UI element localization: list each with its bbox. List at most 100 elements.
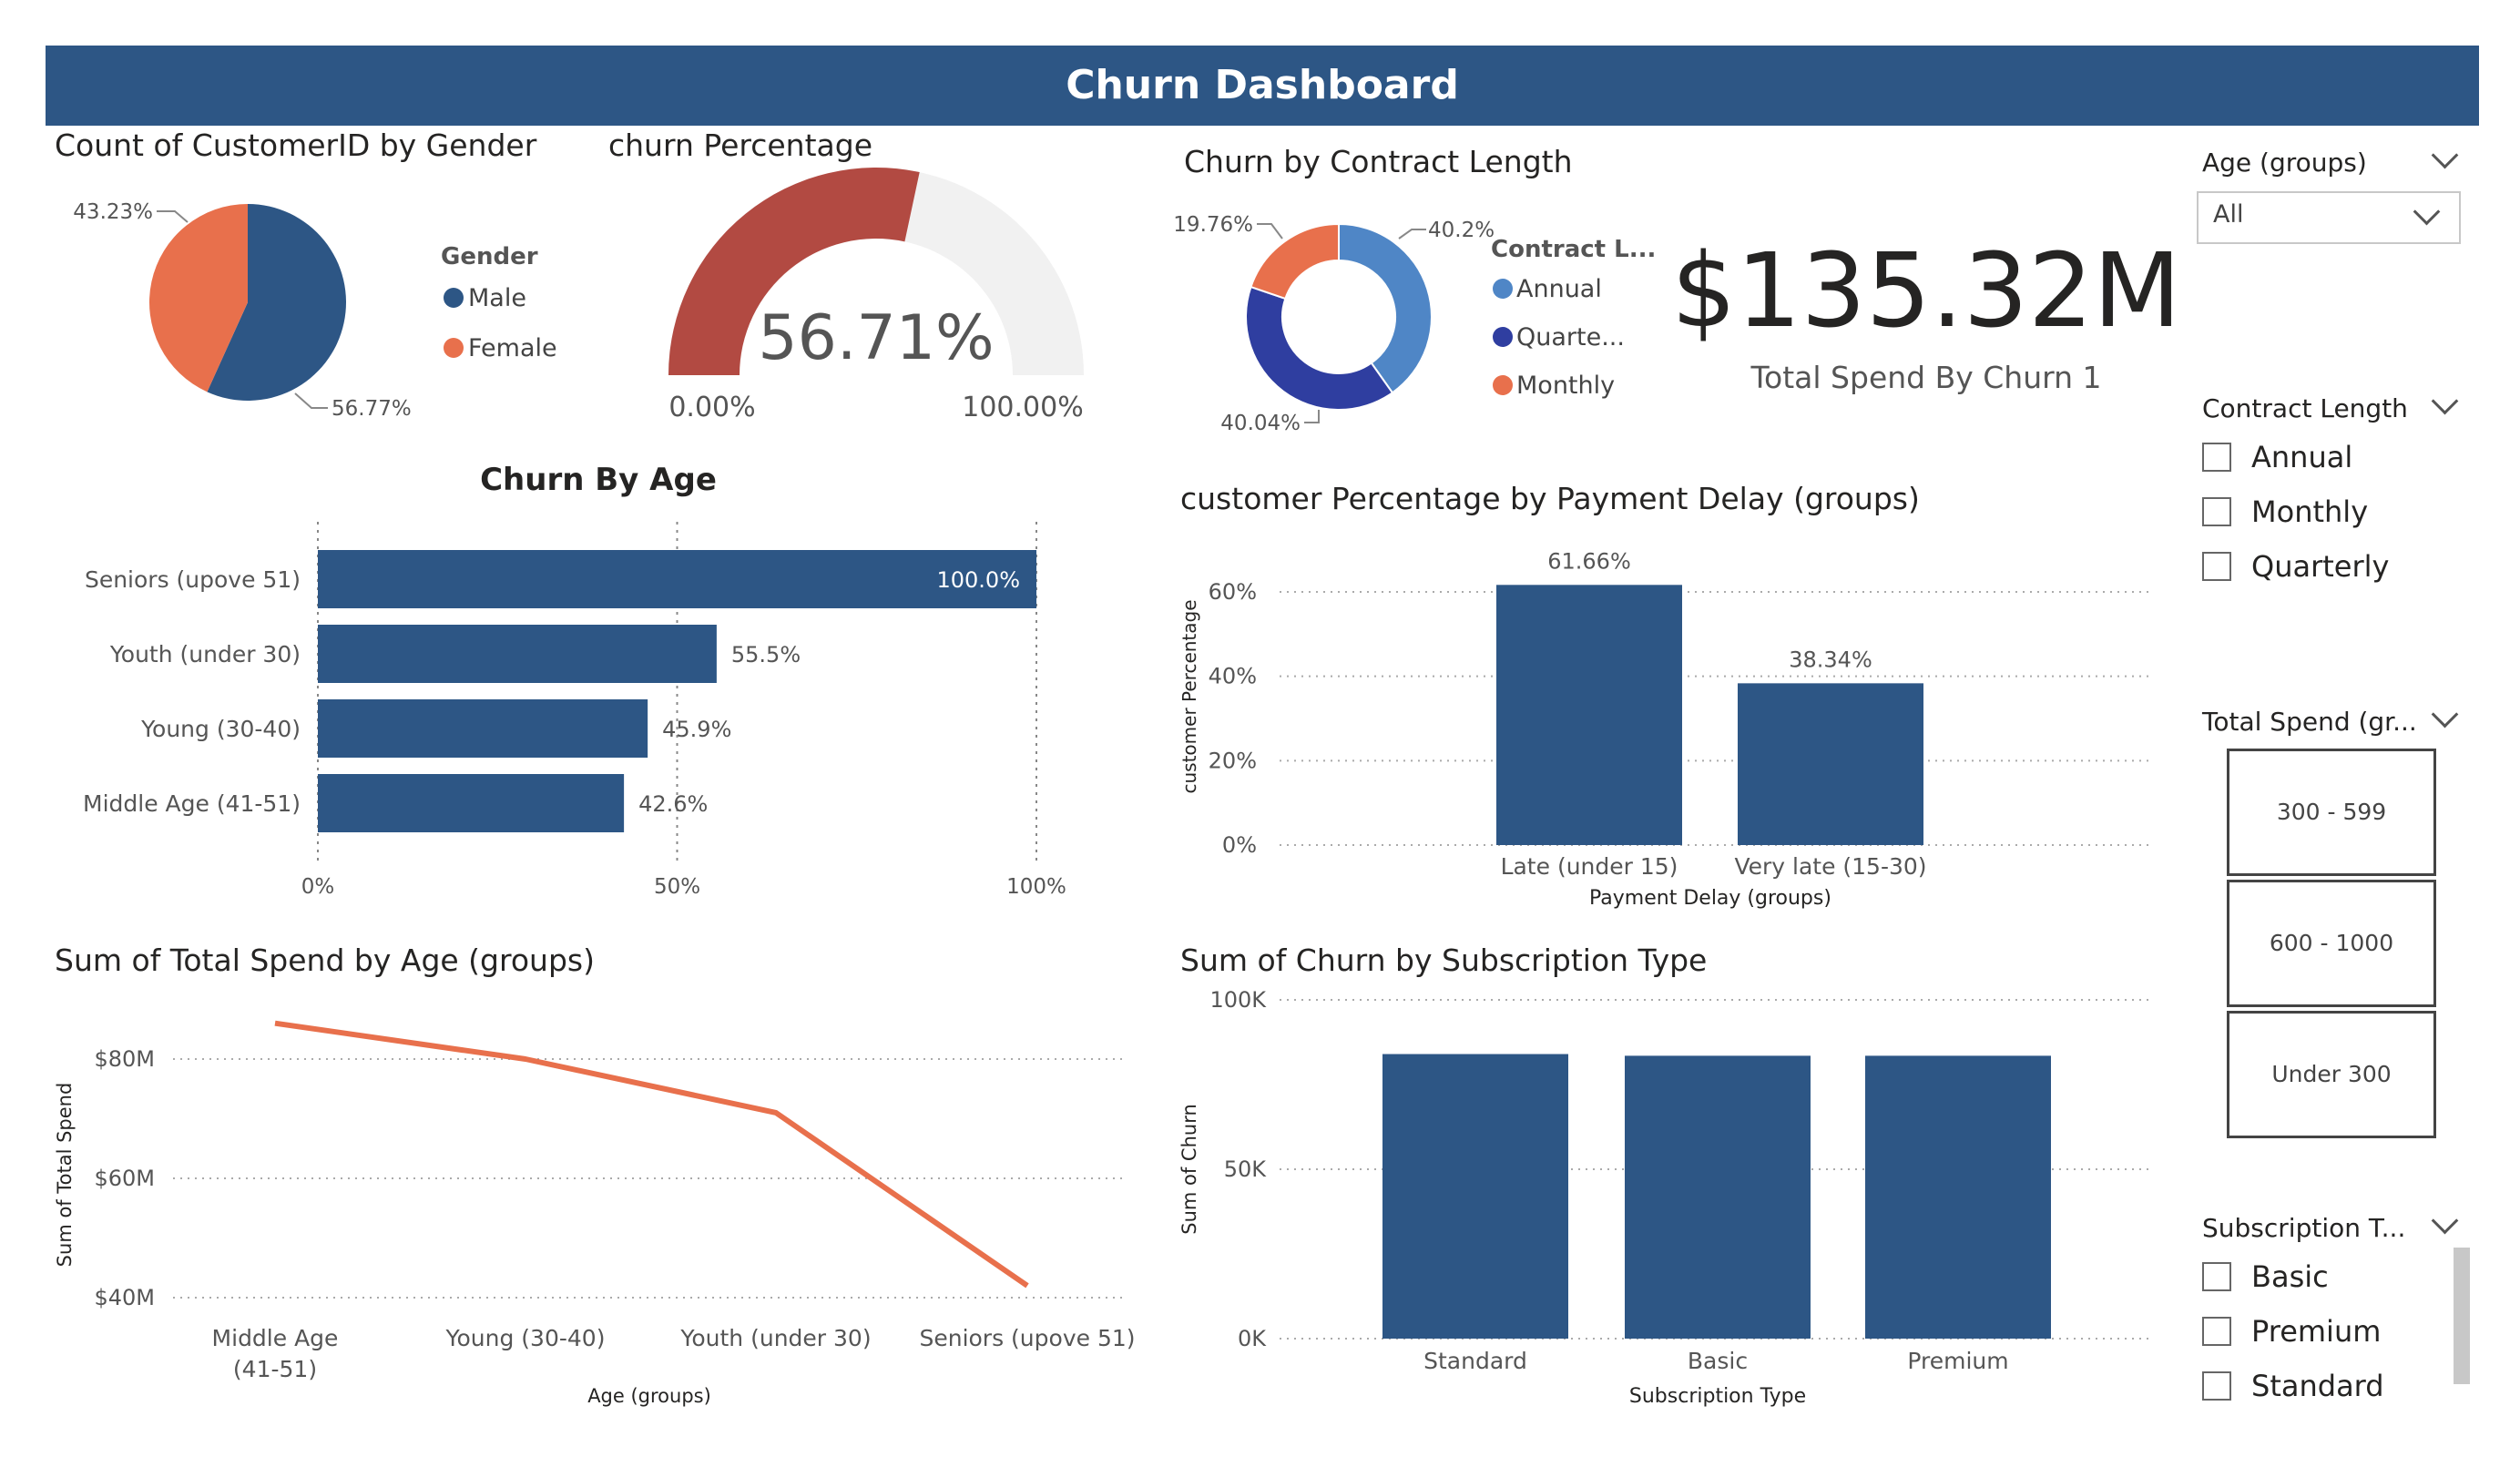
spend-tile-under-300[interactable]: Under 300: [2227, 1011, 2436, 1138]
legend-label-monthly: Monthly: [1516, 372, 1615, 400]
donut-slice-monthly: [1250, 222, 1340, 301]
churn-gauge[interactable]: 56.71%0.00% 100.00%: [638, 164, 1148, 455]
contract-option-monthly[interactable]: Monthly: [2202, 494, 2368, 530]
kpi-value: $135.32M: [1671, 232, 2181, 351]
subscription-chart-title: Sum of Churn by Subscription Type: [1180, 942, 1708, 978]
donut-slice-annual: [1338, 222, 1433, 394]
contract-chart-title: Churn by Contract Length: [1184, 144, 1573, 179]
bar-basic: [1625, 1055, 1811, 1339]
checkbox[interactable]: [2202, 443, 2231, 472]
y-tick-label: Youth (under 30): [109, 641, 301, 667]
age-slicer-chevron-icon[interactable]: [2431, 141, 2459, 169]
contract-donut-chart[interactable]: 40.2% 40.04% 19.76% Contract L... Annual Quar…: [1173, 182, 1694, 483]
data-label: 45.9%: [662, 717, 731, 742]
subscription-option-premium[interactable]: Premium: [2202, 1313, 2381, 1350]
y-tick-label: Middle Age (41-51): [83, 790, 301, 817]
age-slicer-title: Age (groups): [2202, 148, 2367, 178]
checkbox[interactable]: [2202, 1262, 2231, 1291]
x-tick-label: Basic: [1688, 1348, 1748, 1374]
pie-label-male: 56.77%: [332, 397, 412, 421]
y-tick-label: Young (30-40): [140, 716, 301, 742]
checkbox[interactable]: [2202, 552, 2231, 581]
subscription-slicer-chevron-icon[interactable]: [2431, 1207, 2459, 1235]
data-label: 38.34%: [1789, 647, 1872, 672]
x-tick-label: Youth (under 30): [679, 1325, 871, 1351]
gauge-fill: [668, 168, 920, 375]
spend-tile-600-1000[interactable]: 600 - 1000: [2227, 880, 2436, 1007]
gauge-min-label: 0.00%: [668, 392, 755, 423]
bar-premium: [1865, 1055, 2051, 1339]
bar-3: [318, 774, 625, 832]
legend-marker-female: [444, 338, 464, 358]
x-tick-label: 100%: [1006, 875, 1066, 899]
spend-chart-title: Sum of Total Spend by Age (groups): [55, 942, 595, 978]
contract-option-quarterly[interactable]: Quarterly: [2202, 548, 2389, 585]
x-tick-label: 50%: [654, 875, 700, 899]
option-label: Standard: [2251, 1369, 2384, 1403]
checkbox[interactable]: [2202, 497, 2231, 526]
donut-label-annual: 40.2%: [1428, 219, 1495, 242]
legend-marker-quarterly: [1493, 327, 1513, 347]
option-label: Basic: [2251, 1259, 2329, 1294]
legend-title: Gender: [441, 243, 538, 270]
payment-delay-chart[interactable]: 0% 20% 40% 60% 61.66% Late (under 15) 38.34% Ve…: [1178, 528, 2182, 911]
y-tick-label: 60%: [1209, 579, 1257, 605]
pie-label-female: 43.23%: [73, 200, 153, 224]
legend-label-male: Male: [468, 284, 526, 312]
gender-pie-chart[interactable]: 56.77% 43.23% Gender Male Female: [55, 164, 619, 474]
total-spend-slicer-title: Total Spend (gr...: [2202, 707, 2417, 737]
pie-slice-male: [207, 204, 346, 401]
subscription-chart[interactable]: 0K 50K 100K Standard Basic Premium Subscriptio…: [1178, 983, 2182, 1421]
legend-label-quarterly: Quarte...: [1516, 323, 1625, 352]
contract-option-annual[interactable]: Annual: [2202, 439, 2352, 475]
x-tick-label: Middle Age: [212, 1325, 339, 1351]
leader-line: [1304, 410, 1320, 423]
spend-by-age-chart[interactable]: $40M $60M $80M Middle Age (41-51) Young (30-4…: [46, 993, 1138, 1421]
kpi-label: Total Spend By Churn 1: [1750, 360, 2102, 395]
subscription-option-standard[interactable]: Standard: [2202, 1368, 2384, 1404]
x-axis-title: Payment Delay (groups): [1589, 887, 1831, 910]
age-dropdown-value: All: [2213, 200, 2244, 229]
x-tick-label: (41-51): [233, 1356, 317, 1382]
x-tick-label: Very late (15-30): [1734, 853, 1926, 880]
dashboard-header: Churn Dashboard: [46, 46, 2479, 126]
y-tick-label: 20%: [1209, 748, 1257, 773]
donut-slice-quarterly: [1245, 285, 1394, 411]
slicer-scrollbar[interactable]: [2454, 1248, 2470, 1384]
option-label: Premium: [2251, 1314, 2382, 1349]
contract-slicer-chevron-icon[interactable]: [2431, 387, 2459, 415]
data-label: 100.0%: [936, 567, 1020, 593]
y-tick-label: 100K: [1209, 987, 1267, 1013]
gauge-max-label: 100.00%: [962, 392, 1083, 423]
x-tick-label: Late (under 15): [1501, 853, 1678, 880]
pie-slice-female: [148, 204, 248, 392]
total-spend-slicer-chevron-icon[interactable]: [2431, 700, 2459, 728]
subscription-option-basic[interactable]: Basic: [2202, 1258, 2329, 1295]
y-tick-label: $40M: [94, 1285, 155, 1310]
churn-by-age-chart[interactable]: Churn By Age 0% 50% 100% Seniors (upove 51) 1…: [36, 455, 1148, 911]
subscription-slicer-title: Subscription T...: [2202, 1213, 2406, 1243]
donut-label-monthly: 19.76%: [1173, 213, 1253, 237]
legend-marker-male: [444, 288, 464, 308]
leader-line: [1398, 229, 1426, 239]
bar-1: [318, 625, 717, 683]
gender-chart-title: Count of CustomerID by Gender: [55, 127, 537, 163]
leader-line: [157, 210, 189, 223]
age-dropdown[interactable]: All: [2197, 191, 2461, 244]
x-tick-label: Seniors (upove 51): [919, 1325, 1135, 1351]
data-label: 61.66%: [1547, 548, 1631, 574]
churn-gauge-title: churn Percentage: [608, 127, 873, 163]
spend-tile-300-599[interactable]: 300 - 599: [2227, 749, 2436, 876]
contract-slicer-title: Contract Length: [2202, 393, 2408, 423]
y-tick-label: $80M: [94, 1046, 155, 1072]
checkbox[interactable]: [2202, 1371, 2231, 1401]
y-tick-label: 40%: [1209, 664, 1257, 689]
leader-line: [294, 392, 328, 409]
legend-marker-monthly: [1493, 375, 1513, 395]
y-tick-label: $60M: [94, 1166, 155, 1191]
checkbox[interactable]: [2202, 1317, 2231, 1346]
x-axis-title: Subscription Type: [1629, 1385, 1806, 1408]
y-tick-label: 50K: [1224, 1156, 1268, 1182]
donut-label-quarterly: 40.04%: [1220, 412, 1301, 435]
leader-line: [1257, 223, 1283, 239]
